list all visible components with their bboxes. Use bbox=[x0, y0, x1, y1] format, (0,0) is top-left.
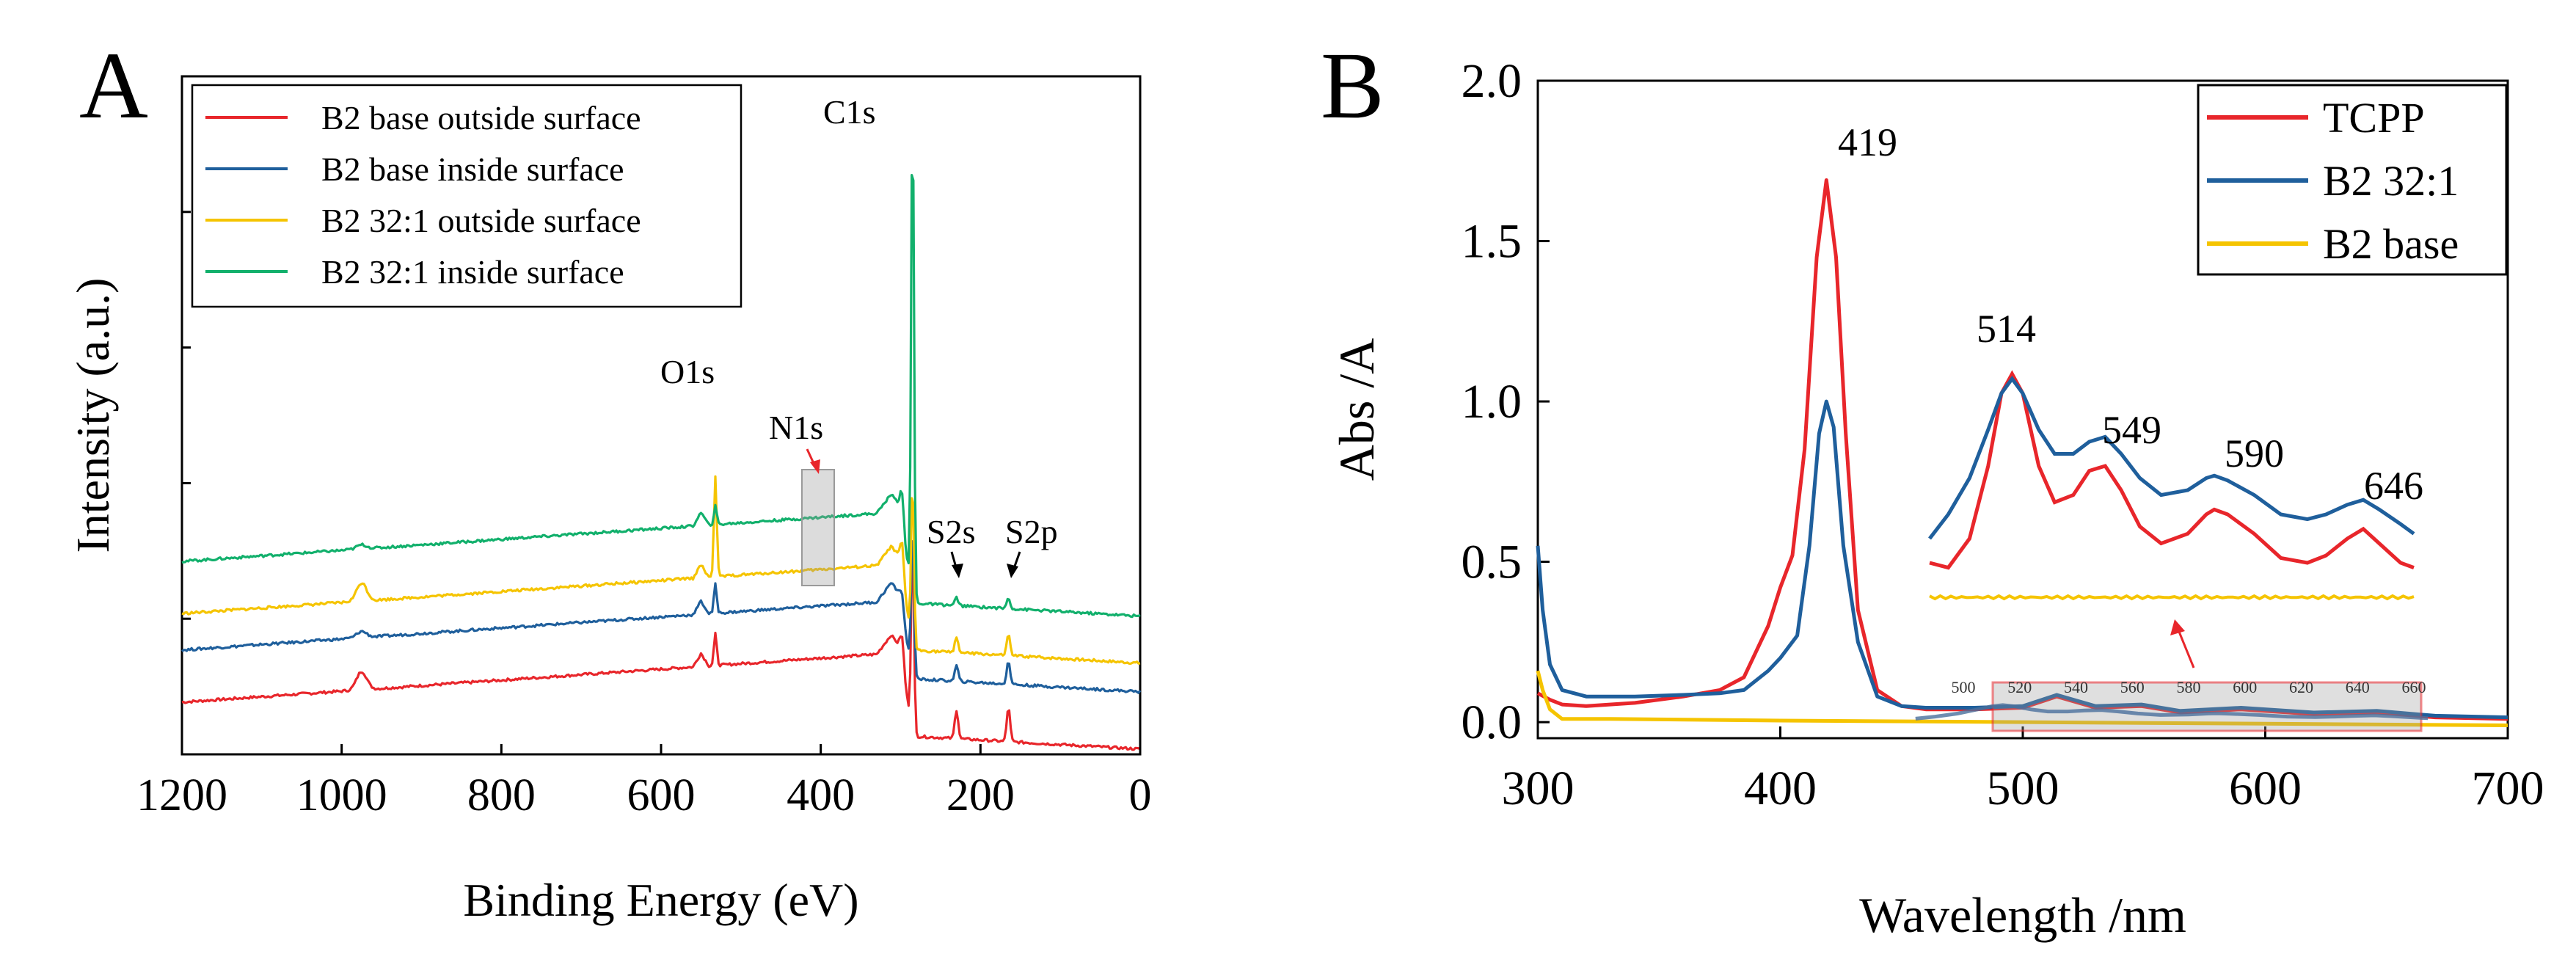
panel-a-x-tick-label: 400 bbox=[787, 770, 855, 820]
panel-b-y-tick-label: 1.5 bbox=[1462, 215, 1522, 269]
inset-series-tcpp bbox=[1929, 370, 2415, 570]
inset-series-b2-base bbox=[1929, 594, 2415, 601]
s2s-arrow-head bbox=[952, 564, 963, 578]
legend-label-tcpp: TCPP bbox=[2323, 94, 2425, 142]
legend-label-b2-32-1-inside-surface: B2 32:1 inside surface bbox=[321, 253, 624, 291]
panel-a-legend: B2 base outside surface B2 base inside su… bbox=[191, 84, 742, 308]
series-b2-base bbox=[1536, 670, 2509, 727]
panel-a-letter: A bbox=[79, 33, 148, 139]
zoom-arrow-head bbox=[2170, 619, 2185, 635]
zoom-tick-label: 600 bbox=[2233, 678, 2257, 696]
zoom-tick-label: 580 bbox=[2177, 678, 2201, 696]
s2p-arrow-head bbox=[1007, 564, 1018, 578]
zoom-arrow bbox=[2176, 627, 2195, 668]
panel-a: A 1200 1000 800 600 400 200 0 B2 base outside … bbox=[67, 33, 1152, 926]
annotation-n1s: N1s bbox=[769, 409, 823, 446]
panel-b-ylabel: Abs /A bbox=[1329, 338, 1384, 481]
n1s-highlight-box bbox=[801, 469, 835, 586]
panel-a-x-tick-label: 200 bbox=[946, 770, 1015, 820]
panel-b-y-tick-label: 1.0 bbox=[1462, 375, 1522, 429]
zoom-tick-label: 560 bbox=[2120, 678, 2145, 696]
panel-b-y-tick-label: 2.0 bbox=[1462, 54, 1522, 108]
panel-b-y-tick-label: 0.0 bbox=[1462, 696, 1522, 749]
zoom-tick-label: 520 bbox=[2007, 678, 2032, 696]
series-b2-base-inside-surface bbox=[181, 539, 1142, 694]
panel-a-x-tick-label: 1000 bbox=[296, 770, 387, 820]
annotation-646: 646 bbox=[2364, 464, 2423, 508]
panel-b-x-tick-label: 600 bbox=[2229, 762, 2302, 815]
zoom-region-curve bbox=[1915, 703, 2429, 721]
series-b2-32-1-outside-surface bbox=[181, 475, 1141, 666]
panel-b-ticks: 300 400 500 600 700 0.0 0.5 1.0 1.5 2.0 bbox=[1462, 54, 2544, 815]
panel-b-x-tick-label: 300 bbox=[1502, 762, 1575, 815]
inset-series-b2-32-1 bbox=[1928, 375, 2415, 540]
panel-a-ylabel: Intensity (a.u.) bbox=[67, 278, 119, 553]
panel-a-x-tick-label: 600 bbox=[627, 770, 696, 820]
panel-a-curves bbox=[181, 174, 1142, 751]
zoom-tick-label: 640 bbox=[2346, 678, 2370, 696]
zoom-tick-label: 620 bbox=[2289, 678, 2313, 696]
annotation-419: 419 bbox=[1838, 120, 1897, 164]
annotation-590: 590 bbox=[2225, 431, 2284, 475]
series-b2-32-1-inside-surface bbox=[181, 174, 1141, 619]
legend-label-b2-base-inside-surface: B2 base inside surface bbox=[321, 150, 624, 188]
n1s-arrow-head bbox=[810, 459, 820, 474]
zoom-region-box bbox=[1991, 681, 2423, 732]
panel-a-x-tick-label: 1200 bbox=[136, 770, 227, 820]
panel-b-x-tick-label: 400 bbox=[1744, 762, 1817, 815]
series-b2-base-outside-surface bbox=[181, 561, 1141, 751]
panel-a-x-tick-label: 800 bbox=[467, 770, 536, 820]
panel-b-curves bbox=[1536, 178, 2509, 727]
zoom-tick-label: 500 bbox=[1952, 678, 1976, 696]
legend-label-b2-base-outside-surface: B2 base outside surface bbox=[321, 99, 641, 136]
panel-a-x-ticks: 1200 1000 800 600 400 200 0 bbox=[136, 75, 1152, 820]
panel-b-xlabel: Wavelength /nm bbox=[1859, 887, 2186, 943]
legend-label-b2-32-1-outside-surface: B2 32:1 outside surface bbox=[321, 202, 641, 239]
annotation-514: 514 bbox=[1977, 307, 2036, 351]
legend-label-b2-base: B2 base bbox=[2323, 220, 2459, 268]
panel-a-legend-frame bbox=[191, 84, 742, 308]
panel-b-x-tick-label: 500 bbox=[1987, 762, 2059, 815]
panel-a-xlabel: Binding Energy (eV) bbox=[463, 874, 858, 926]
panel-a-x-tick-label: 0 bbox=[1129, 770, 1152, 820]
zoom-tick-label: 540 bbox=[2064, 678, 2088, 696]
zoom-region-tick-labels: 500 520 540 560 580 600 620 640 660 bbox=[1915, 678, 2429, 721]
panel-b-legend: TCPP B2 32:1 B2 base bbox=[2197, 84, 2508, 276]
annotation-s2p: S2p bbox=[1005, 513, 1058, 550]
annotation-o1s: O1s bbox=[660, 353, 715, 390]
annotation-s2s: S2s bbox=[927, 513, 975, 550]
panel-b-y-tick-label: 0.5 bbox=[1462, 536, 1522, 589]
zoom-tick-label: 660 bbox=[2402, 678, 2426, 696]
panel-b-letter: B bbox=[1321, 33, 1384, 139]
annotation-c1s: C1s bbox=[823, 93, 876, 131]
inset-curves bbox=[1928, 370, 2415, 601]
annotation-549: 549 bbox=[2102, 408, 2161, 452]
panel-b-x-tick-label: 700 bbox=[2472, 762, 2544, 815]
series-b2-32-1 bbox=[1536, 399, 2509, 720]
legend-label-b2-32-1: B2 32:1 bbox=[2323, 157, 2459, 205]
